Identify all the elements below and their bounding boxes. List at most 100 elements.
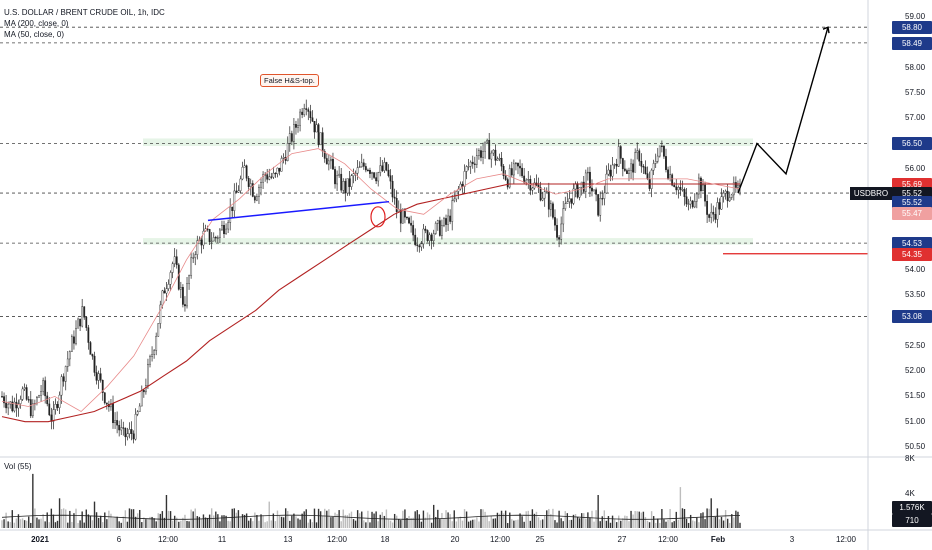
volume-bar: [583, 513, 585, 528]
candle-body: [434, 223, 437, 234]
projection-path: [737, 26, 829, 194]
candle-body: [118, 424, 121, 431]
candle-body: [243, 165, 246, 168]
volume-bar: [344, 514, 347, 528]
volume-bar: [587, 512, 589, 528]
volume-bar: [365, 522, 367, 528]
volume-bar: [408, 515, 410, 528]
candle-body: [21, 388, 24, 400]
candle-body: [85, 317, 88, 328]
volume-bar: [391, 522, 394, 528]
candle-body: [87, 327, 90, 343]
volume-bar: [731, 514, 733, 528]
volume-bar: [546, 510, 548, 528]
volume-bar: [655, 522, 657, 528]
volume-bar: [95, 512, 98, 528]
candle-body: [492, 149, 495, 154]
candle-body: [360, 162, 363, 167]
volume-bar: [42, 514, 44, 528]
time-tick-label: 20: [450, 535, 460, 544]
volume-bar: [303, 511, 305, 528]
volume-bar: [467, 521, 470, 528]
volume-bar: [350, 511, 353, 528]
volume-bar: [93, 501, 96, 528]
candle-body: [531, 187, 534, 191]
time-tick-label: 13: [283, 535, 293, 544]
volume-bar: [568, 519, 571, 528]
volume-bar: [515, 520, 517, 528]
price-tag: 54.53: [892, 237, 932, 251]
price-tag: 56.50: [892, 137, 932, 151]
time-tick-label: Feb: [710, 535, 726, 544]
candle-body: [375, 177, 378, 182]
candle-body: [233, 190, 236, 211]
candle-body: [523, 175, 526, 183]
volume-bar: [67, 522, 69, 528]
candle-body: [237, 190, 240, 193]
candle-body: [451, 200, 454, 222]
candle-body: [288, 133, 291, 144]
volume-bar: [155, 521, 157, 528]
volume-bar: [706, 508, 708, 528]
candle-body: [638, 150, 641, 162]
candle-body: [525, 179, 528, 183]
candle-body: [714, 214, 717, 220]
volume-bar: [307, 522, 310, 528]
volume-bar: [470, 520, 472, 528]
volume-bar: [578, 518, 581, 528]
ma200-line: [1, 183, 740, 423]
volume-bar: [648, 522, 651, 528]
candle-body: [81, 306, 84, 327]
candle-body: [29, 399, 32, 417]
volume-bar: [607, 516, 610, 528]
candle-body: [589, 171, 591, 189]
volume-bar: [517, 519, 519, 528]
candle-body: [480, 150, 482, 158]
volume-bar: [463, 509, 466, 528]
candle-body: [615, 163, 618, 167]
candle-body: [496, 158, 499, 161]
candle-body: [420, 243, 423, 248]
volume-bar: [91, 520, 94, 528]
volume-bar: [305, 509, 307, 528]
volume-bar: [48, 522, 50, 528]
volume-bar: [400, 520, 402, 528]
volume-bar: [605, 520, 608, 528]
candle-body: [214, 237, 217, 239]
volume-bar: [722, 520, 725, 528]
volume-bar: [268, 501, 270, 528]
volume-bar: [624, 515, 626, 528]
volume-bar: [295, 516, 297, 528]
candle-body: [632, 163, 635, 173]
candle-body: [276, 167, 279, 174]
hs-top-annotation[interactable]: False H&S-top.: [260, 74, 319, 87]
candle-body: [410, 222, 412, 226]
volume-bar: [1, 520, 3, 528]
volume-bar: [38, 519, 40, 528]
candle-body: [7, 403, 10, 409]
volume-bar: [620, 520, 622, 528]
candle-body: [387, 169, 390, 176]
volume-bar: [21, 518, 24, 528]
candle-body: [599, 198, 602, 216]
candle-body: [159, 304, 162, 324]
volume-bar: [149, 516, 151, 528]
candle-body: [169, 272, 172, 285]
candle-body: [369, 170, 371, 174]
volume-bar: [204, 517, 207, 528]
volume-bar: [562, 521, 564, 528]
price-tick-label: 57.50: [905, 87, 926, 97]
candle-body: [112, 403, 114, 424]
volume-bar: [336, 514, 338, 528]
volume-bar: [106, 519, 108, 528]
volume-bar: [293, 513, 295, 528]
candle-body: [373, 172, 375, 178]
resistance-band: [143, 138, 753, 147]
volume-bar: [496, 512, 499, 528]
candle-body: [490, 152, 493, 160]
candle-body: [293, 124, 295, 142]
volume-bar: [165, 495, 168, 528]
candle-body: [712, 211, 715, 215]
candle-body: [665, 156, 667, 170]
